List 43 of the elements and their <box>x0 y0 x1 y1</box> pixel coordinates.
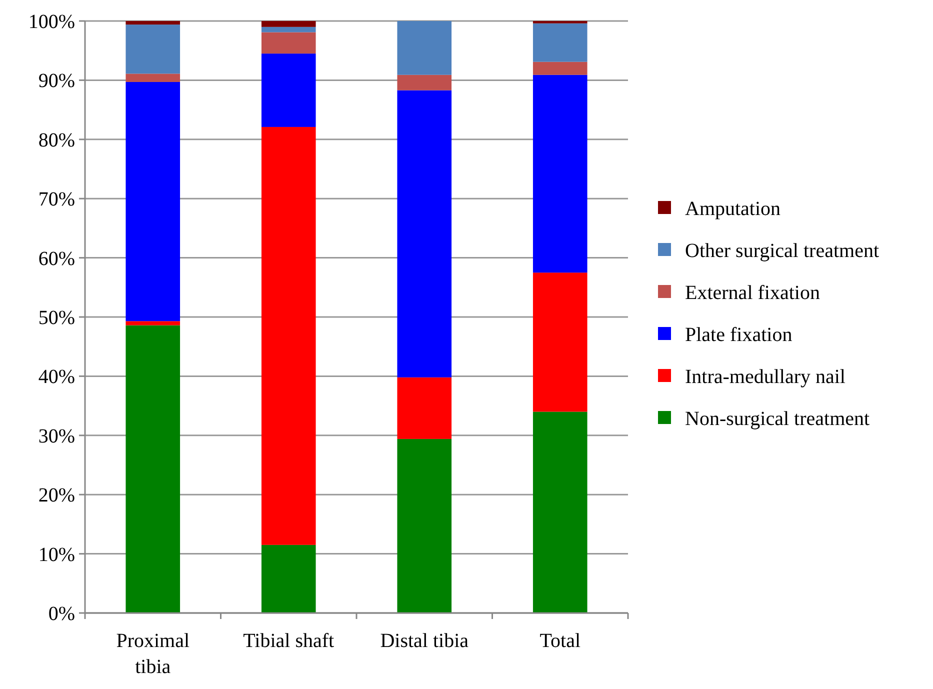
x-tick-label: Tibial shaft <box>243 630 335 652</box>
bar <box>126 325 180 613</box>
bar <box>397 438 452 613</box>
x-tick-label: Total <box>540 630 581 652</box>
legend-label: Amputation <box>685 198 781 220</box>
bar <box>397 377 452 439</box>
x-tick-label: Proximal tibia <box>116 630 190 678</box>
bar <box>532 62 588 75</box>
bar <box>261 126 316 545</box>
y-tick-label: 40% <box>38 366 75 388</box>
bar <box>126 82 180 322</box>
legend-label: Non-surgical treatment <box>685 408 870 430</box>
y-tick-label: 80% <box>38 129 75 152</box>
bar <box>261 21 316 27</box>
bar <box>126 24 180 74</box>
bar <box>126 321 180 326</box>
y-tick-label: 50% <box>38 307 75 329</box>
bar <box>532 412 588 613</box>
x-tick-label: Distal tibia <box>380 630 469 652</box>
legend-label: Other surgical treatment <box>685 240 880 262</box>
y-tick-label: 20% <box>38 484 75 507</box>
y-tick-label: 100% <box>28 11 75 33</box>
y-tick-label: 60% <box>38 248 75 270</box>
legend-label: Plate fixation <box>685 324 792 346</box>
bar <box>532 74 588 273</box>
bar <box>532 272 588 412</box>
y-tick-label: 70% <box>38 188 75 211</box>
bar <box>126 21 180 25</box>
bar <box>532 23 588 62</box>
bar <box>126 74 180 82</box>
y-tick-label: 90% <box>38 70 75 92</box>
legend-label: Intra-medullary nail <box>685 366 846 388</box>
bar <box>397 74 452 90</box>
bar <box>261 26 316 32</box>
bar <box>261 32 316 54</box>
y-tick-label: 0% <box>48 603 75 625</box>
y-tick-label: 30% <box>38 425 75 448</box>
bar <box>397 21 452 75</box>
legend-label: External fixation <box>685 282 820 304</box>
bar <box>261 544 316 613</box>
bar <box>261 54 316 127</box>
y-tick-label: 10% <box>38 544 75 566</box>
bar <box>397 90 452 378</box>
